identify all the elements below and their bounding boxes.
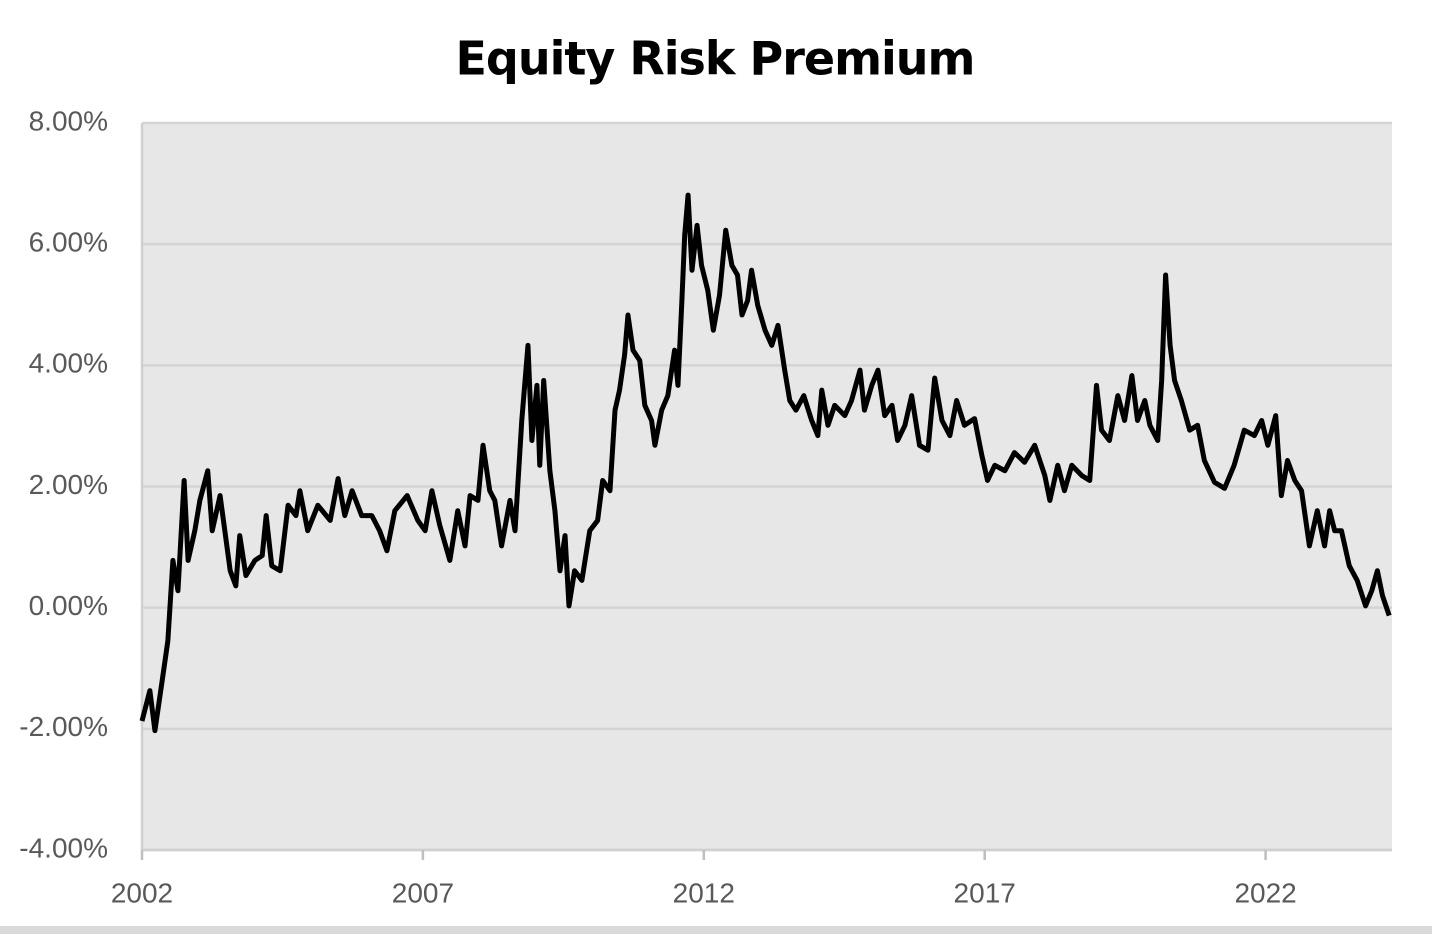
y-tick-label: -2.00% bbox=[19, 711, 108, 742]
y-tick-label: 6.00% bbox=[29, 227, 108, 258]
y-tick-label: 4.00% bbox=[29, 348, 108, 379]
y-tick-label: 0.00% bbox=[29, 590, 108, 621]
chart-title: Equity Risk Premium bbox=[455, 32, 974, 86]
data-line bbox=[139, 192, 1392, 734]
x-tick-label: 2022 bbox=[1234, 877, 1296, 908]
bottom-strip bbox=[0, 926, 1432, 934]
y-tick-label: -4.00% bbox=[19, 832, 108, 863]
y-tick-label: 2.00% bbox=[29, 469, 108, 500]
x-tick-label: 2002 bbox=[111, 877, 173, 908]
y-tick-label: 8.00% bbox=[29, 105, 108, 136]
x-tick-label: 2017 bbox=[954, 877, 1016, 908]
x-tick-label: 2012 bbox=[673, 877, 735, 908]
x-tick-label: 2007 bbox=[392, 877, 454, 908]
